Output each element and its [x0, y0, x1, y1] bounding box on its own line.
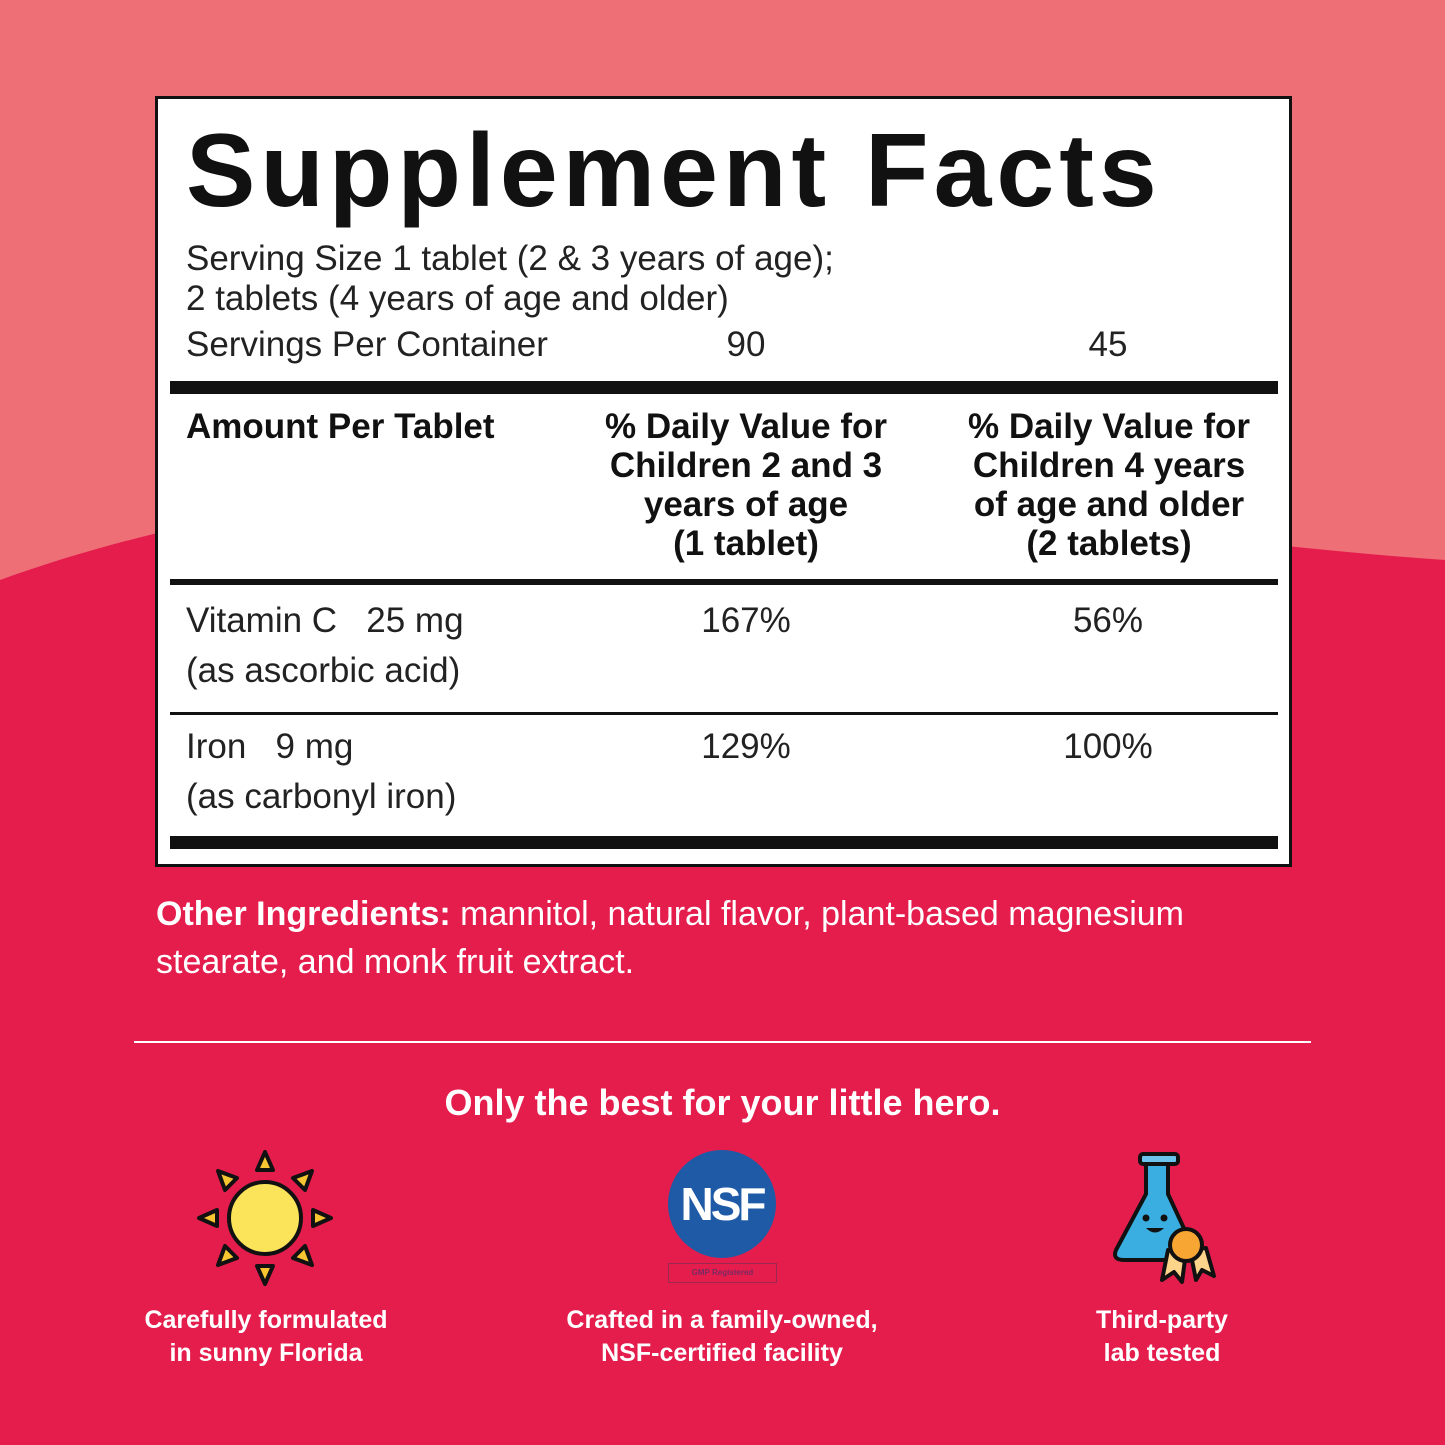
gmp-registered-badge: GMP Registered [668, 1263, 777, 1283]
header-amount: Amount Per Tablet [186, 407, 495, 446]
medium-divider [170, 579, 1278, 585]
feature-caption-nsf: Crafted in a family-owned, NSF-certified … [512, 1304, 932, 1370]
header-line: (1 tablet) [673, 524, 819, 563]
nutrient-amount: 25 mg [366, 601, 464, 640]
nutrient-source: (as carbonyl iron) [186, 777, 457, 816]
header-line: % Daily Value for [604, 407, 888, 446]
caption-line: NSF-certified facility [601, 1339, 843, 1367]
caption-line: in sunny Florida [169, 1339, 363, 1367]
other-ingredients-text: mannitol, natural flavor, plant-based ma… [156, 895, 1184, 981]
header-dv-col1: % Daily Value for Children 2 and 3 years o… [571, 407, 921, 563]
header-line: of age and older [973, 485, 1245, 524]
row-iron-name: Iron 9 mg [186, 727, 353, 767]
caption-line: lab tested [1103, 1339, 1221, 1367]
feature-caption-lab: Third-party lab tested [952, 1304, 1372, 1370]
caption-line: Third-party [1096, 1306, 1228, 1334]
thick-divider [170, 381, 1278, 394]
other-ingredients: Other Ingredients: mannitol, natural fla… [156, 890, 1306, 986]
dv-col2: 100% [1063, 727, 1153, 766]
header-line: Children 2 and 3 [609, 446, 883, 485]
dv-col1: 129% [701, 727, 791, 766]
header-line: years of age [643, 485, 849, 524]
facts-title: Supplement Facts [186, 113, 1162, 229]
servings-col1: 90 [726, 325, 766, 364]
nsf-logo: NSF [668, 1150, 776, 1258]
sun-icon [197, 1150, 333, 1286]
tagline: Only the best for your little hero. [444, 1082, 1001, 1123]
thick-divider [170, 836, 1278, 849]
nutrient-amount: 9 mg [275, 727, 354, 766]
divider [134, 1041, 1311, 1043]
thin-divider [170, 712, 1278, 715]
row-vitamin-c-name: Vitamin C 25 mg [186, 601, 464, 641]
feature-caption-florida: Carefully formulated in sunny Florida [56, 1304, 476, 1370]
dv-col2: 56% [1072, 601, 1144, 640]
flask-icon [1113, 1152, 1216, 1284]
serving-size-line1: Serving Size 1 tablet (2 & 3 years of ag… [186, 239, 834, 278]
supplement-facts-panel: Supplement Facts Serving Size 1 tablet (… [155, 96, 1292, 867]
header-line: (2 tablets) [1026, 524, 1192, 563]
nutrient-source: (as ascorbic acid) [186, 651, 461, 690]
header-line: Children 4 years [972, 446, 1246, 485]
header-line: % Daily Value for [967, 407, 1251, 446]
other-ingredients-label: Other Ingredients: [156, 895, 451, 933]
nutrient-name: Vitamin C [186, 601, 338, 640]
caption-line: Carefully formulated [144, 1306, 388, 1334]
servings-col2: 45 [1088, 325, 1128, 364]
serving-size-line2: 2 tablets (4 years of age and older) [186, 279, 729, 318]
dv-col1: 167% [701, 601, 791, 640]
nutrient-name: Iron [186, 727, 247, 766]
servings-label: Servings Per Container [186, 325, 548, 364]
header-dv-col2: % Daily Value for Children 4 years of age … [934, 407, 1284, 563]
caption-line: Crafted in a family-owned, [566, 1306, 878, 1334]
